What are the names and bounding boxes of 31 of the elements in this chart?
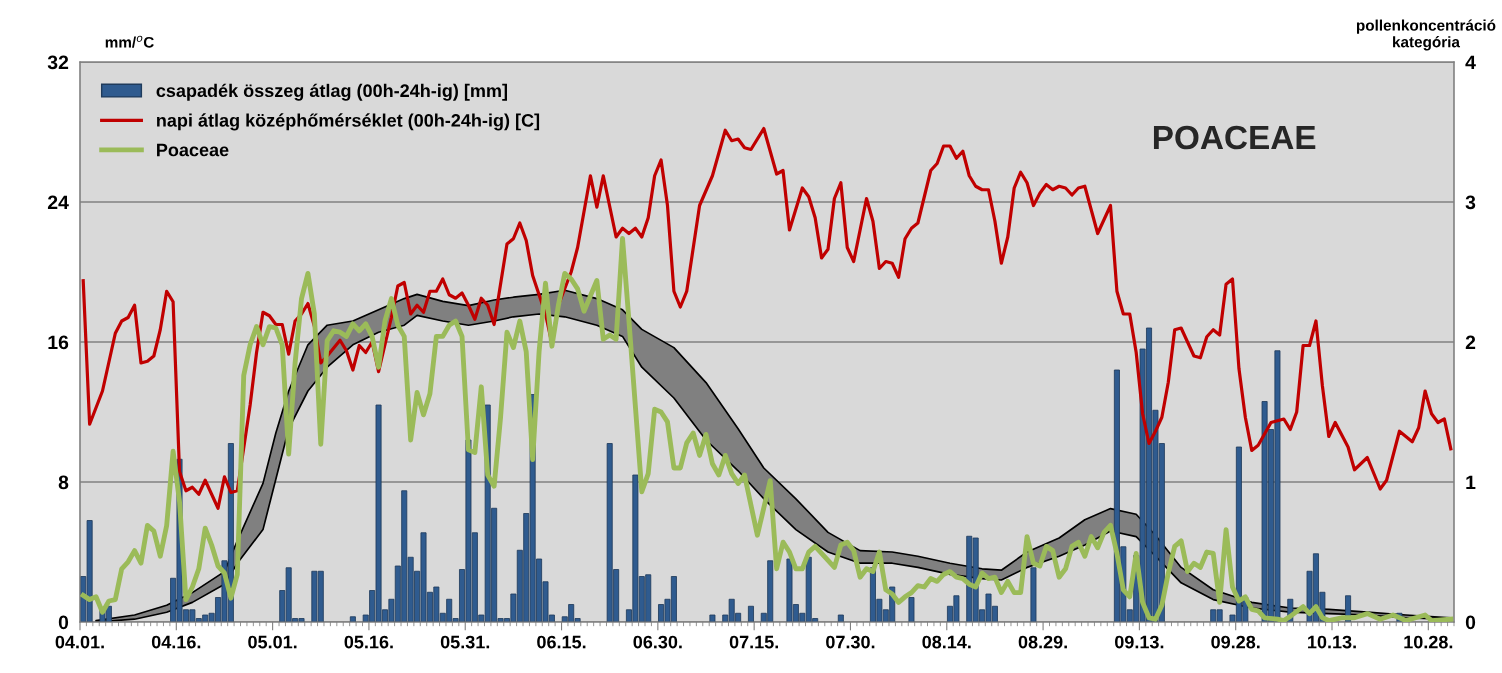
y-tick-label: 8 (58, 475, 69, 490)
annotation: POACEAE (1153, 125, 1316, 150)
x-tick-label: 08.14. (922, 635, 971, 649)
legend-label: csapadék összeg átlag (00h-24h-ig) [mm] (156, 83, 507, 101)
y-tick-label: 32 (47, 55, 69, 70)
y2-tick-label: 0 (1465, 615, 1476, 630)
x-tick-label: 04.16. (151, 635, 201, 649)
y2-tick-label: 1 (1466, 475, 1476, 490)
legend-label: Poaceae (157, 143, 229, 157)
y2-tick-label: 4 (1465, 55, 1476, 70)
y2-tick-label: 3 (1465, 195, 1476, 210)
x-tick-label: 09.28. (1211, 635, 1260, 649)
y-tick-label: 16 (48, 335, 69, 350)
y2-tick-label: 2 (1465, 335, 1476, 350)
x-tick-label: 05.31. (440, 635, 490, 649)
x-tick-label: 08.29. (1018, 635, 1067, 649)
y-tick-label: 24 (47, 195, 69, 210)
x-tick-label: 06.15. (537, 635, 586, 649)
y2-axis-title: pollenkoncentráció kategória (1356, 19, 1496, 51)
x-tick-label: 10.28. (1404, 635, 1453, 649)
x-tick-label: 06.30. (633, 635, 682, 649)
x-tick-label: 04.01. (55, 635, 104, 649)
x-tick-label: 07.30. (826, 635, 875, 649)
y-axis-title: mm/$^{o}$C (105, 35, 154, 48)
x-tick-label: 07.15. (729, 635, 779, 649)
x-tick-label: 09.13. (1115, 635, 1164, 649)
x-tick-label: 05.01. (248, 635, 297, 649)
x-tick-label: 10.13. (1308, 635, 1356, 649)
x-tick-label: 05.16. (344, 635, 393, 649)
legend-label: napi átlag középhőmérséklet (00h-24h-ig) [C] (157, 113, 540, 131)
y-tick-label: 0 (58, 615, 69, 630)
